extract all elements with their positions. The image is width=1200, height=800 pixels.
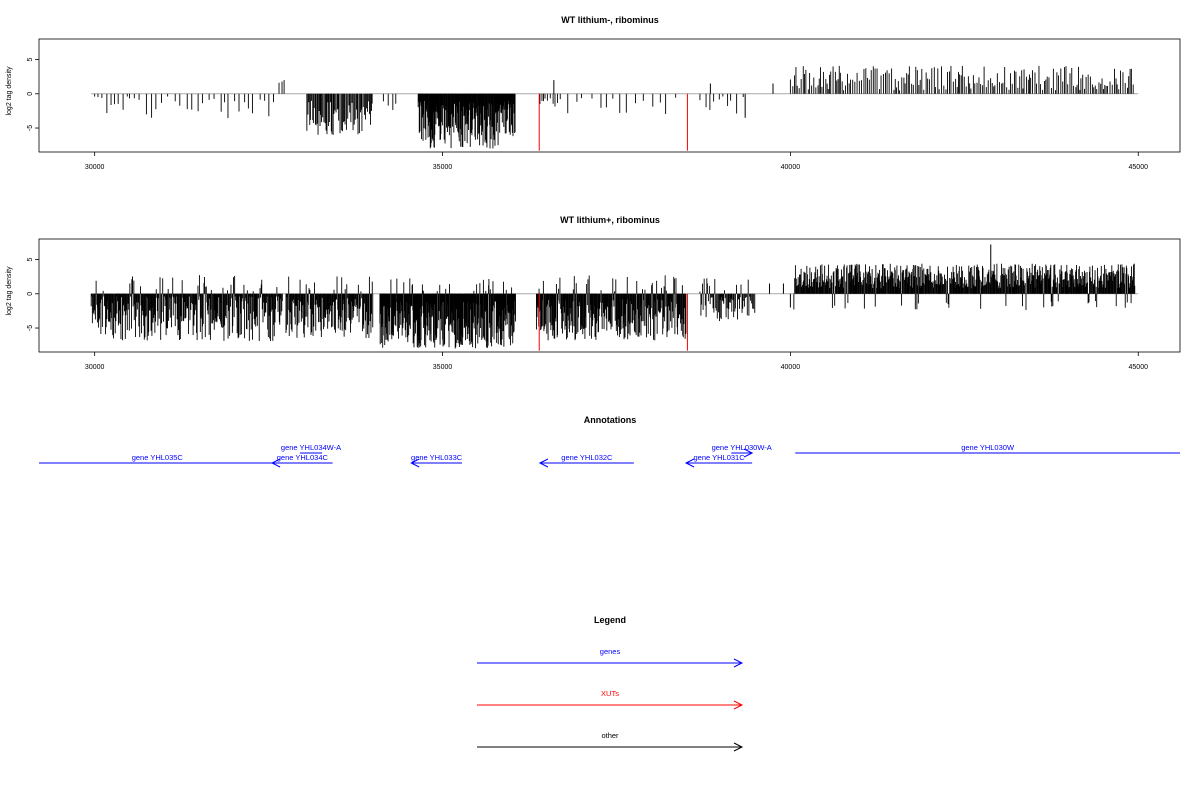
x-tick-label: 30000 [85,164,105,171]
legend-label: XUTs [601,689,619,698]
arrow-right-icon [733,658,744,668]
x-tick-label: 35000 [433,164,453,171]
gene-feature: gene YHL035C [39,453,276,464]
gene-label: gene YHL033C [411,453,463,462]
gene-feature: gene YHL032C [538,453,634,468]
legend-item: other [477,731,744,752]
panel-title: WT lithium+, ribominus [560,215,660,225]
plot-frame [38,238,1181,353]
gene-label: gene YHL034W-A [281,443,341,452]
y-tick-label: 0 [27,292,34,296]
gene-label: gene YHL034C [277,453,329,462]
arrow-right-icon [733,700,744,710]
arrow-left-icon [410,458,420,468]
gene-label: gene YHL030W-A [712,443,772,452]
panel-lithium-minus: WT lithium-, ribominus log2 tag density … [6,15,1181,171]
legend: Legend genes XUTs other [477,615,744,752]
gene-feature: gene YHL034C [270,453,333,468]
legend-label: other [601,731,619,740]
arrow-left-icon [684,458,695,468]
legend-label: genes [600,647,621,656]
gene-label: gene YHL031C [693,453,745,462]
legend-title: Legend [594,615,626,625]
x-tick-label: 40000 [781,164,801,171]
arrow-left-icon [538,458,549,468]
gene-feature: gene YHL034W-A [281,443,341,454]
x-tick-label: 30000 [85,364,105,371]
y-tick-label: 5 [27,257,34,261]
arrow-right-icon [733,742,744,752]
legend-item: genes [477,647,744,668]
axes: 5 0 -5 30000 35000 40000 45000 [27,257,1148,371]
y-tick-label: -5 [27,125,34,131]
panel-lithium-plus: WT lithium+, ribominus log2 tag density … [6,215,1181,371]
y-axis-label: log2 tag density [6,66,13,116]
arrow-right-icon [743,448,754,458]
gene-feature: gene YHL031C [684,453,753,468]
y-tick-label: 5 [27,57,34,61]
axes: 5 0 -5 30000 35000 40000 45000 [27,57,1148,171]
plot-frame [38,38,1181,153]
x-tick-label: 40000 [781,364,801,371]
gene-feature: gene YHL030W [795,443,1180,454]
arrow-left-icon [270,458,281,468]
x-tick-label: 35000 [433,364,453,371]
y-tick-label: 0 [27,92,34,96]
y-axis-label: log2 tag density [6,266,13,316]
legend-item: XUTs [477,689,744,710]
panel-title: WT lithium-, ribominus [561,15,659,25]
signal-bars [90,244,1139,351]
y-tick-label: -5 [27,325,34,331]
gene-feature: gene YHL030W-A [712,443,772,458]
gene-label: gene YHL032C [561,453,613,462]
signal-bars [91,65,1139,151]
annotations-title: Annotations [584,415,637,425]
gene-label: gene YHL035C [132,453,184,462]
gene-feature: gene YHL033C [410,453,463,468]
x-tick-label: 45000 [1129,164,1149,171]
legend-items: genes XUTs other [477,647,744,752]
x-tick-label: 45000 [1129,364,1149,371]
gene-label: gene YHL030W [961,443,1015,452]
